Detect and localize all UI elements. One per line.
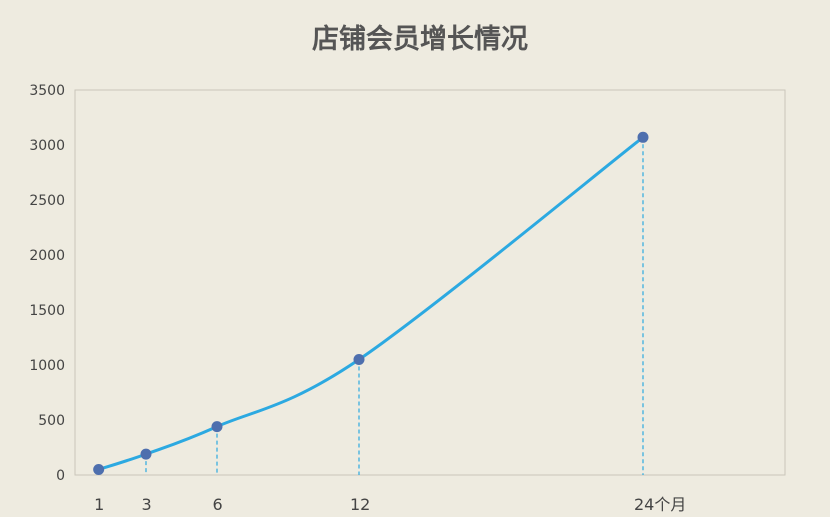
data-points <box>93 131 649 475</box>
y-tick-label: 3500 <box>29 83 65 99</box>
plot-area <box>74 89 786 476</box>
chart-title: 店铺会员增长情况 <box>312 23 528 55</box>
y-tick-label: 2500 <box>29 193 65 209</box>
y-axis: 0 500 1000 1500 2000 2500 3000 3500 <box>29 83 65 484</box>
x-tick-label: 6 <box>213 495 223 514</box>
x-tick-label: 3 <box>142 495 152 514</box>
data-point <box>353 354 365 365</box>
y-tick-label: 2000 <box>29 248 65 264</box>
x-axis: 1 3 6 12 24个月 <box>94 495 686 514</box>
x-tick-label: 1 <box>94 495 104 514</box>
y-tick-label: 1000 <box>29 358 65 374</box>
x-tick-label: 24个月 <box>634 495 686 514</box>
data-point <box>211 421 223 433</box>
y-tick-label: 1500 <box>29 303 65 319</box>
y-tick-label: 500 <box>38 413 65 429</box>
data-point <box>637 131 649 143</box>
x-tick-label: 12 <box>350 495 370 514</box>
y-tick-label: 0 <box>56 468 65 484</box>
data-point <box>93 464 105 475</box>
y-tick-label: 3000 <box>29 138 65 154</box>
data-point <box>140 448 152 460</box>
